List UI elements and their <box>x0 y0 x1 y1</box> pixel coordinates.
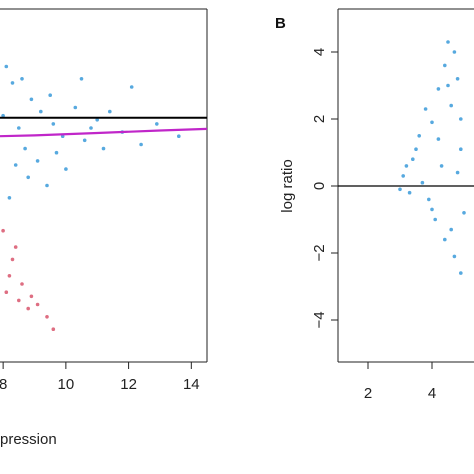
panel-a-point <box>23 146 27 151</box>
panel-b-point <box>411 157 415 161</box>
panel-a-point <box>82 138 87 143</box>
panel-a-point <box>20 282 24 286</box>
panel-a-x-axis-title: pression <box>0 431 57 448</box>
panel-b-point <box>423 107 428 111</box>
panel-a-point <box>45 315 49 319</box>
panel-a-point <box>4 64 9 69</box>
panel-a-point <box>13 245 18 249</box>
panel-b-point <box>459 117 463 121</box>
panel-b-point <box>443 237 447 242</box>
panel-a-x-ticks: 8 10 12 14 <box>0 362 200 393</box>
panel-a-point <box>26 175 31 180</box>
panel-a-x-tick-label: 12 <box>120 376 137 393</box>
panel-b-y-axis-title: log ratio <box>279 159 296 212</box>
panel-a-point <box>51 122 56 126</box>
panel-a-point <box>39 109 43 114</box>
panel-a-point <box>51 327 56 332</box>
panel-b-point <box>452 254 457 259</box>
panel-a-point <box>17 298 21 303</box>
panel-a-point <box>95 118 99 122</box>
panel-a-x-tick-label: 10 <box>58 376 75 393</box>
panel-b-point <box>417 134 422 138</box>
panel-b-point <box>433 217 438 222</box>
panel-b-point <box>427 197 431 202</box>
panel-b-point <box>462 211 466 215</box>
panel-a-point <box>89 126 93 130</box>
panel-a-point <box>1 113 5 118</box>
panel-a-x-tick-label: 14 <box>183 376 200 393</box>
panel-b-point <box>459 147 463 151</box>
panel-b-x-tick-label: 4 <box>428 385 436 402</box>
panel-a-fit-curve <box>0 127 208 138</box>
panel-b-y-tick-label: −2 <box>311 244 328 261</box>
panel-b-points <box>398 40 466 275</box>
panel-a-point <box>48 93 52 97</box>
panel-b-point <box>439 164 444 168</box>
panel-b-point <box>414 147 418 151</box>
panel-a-point <box>4 290 9 295</box>
panel-a-point <box>7 274 12 278</box>
panel-a-point <box>101 146 106 151</box>
panel-b-point <box>436 87 441 91</box>
panel-a-point <box>177 134 181 138</box>
panel-b-point <box>449 227 454 232</box>
panel-b-x-tick-label: 2 <box>364 385 372 402</box>
panel-b-point <box>443 63 447 68</box>
panel-b-y-tick-label: −4 <box>311 311 328 328</box>
panel-a-point <box>13 163 18 167</box>
panel-a-point <box>155 122 159 126</box>
panel-a-point <box>20 77 24 81</box>
panel-a-x-tick-label: 8 <box>0 376 7 393</box>
panel-b-point <box>446 83 450 88</box>
panel-a-point <box>10 81 15 85</box>
panel-b-point <box>455 170 460 175</box>
panel-b-point <box>449 103 454 108</box>
panel-a-point <box>79 77 84 81</box>
panel-b-point <box>404 164 409 168</box>
panel-b-y-tick-label: 4 <box>311 48 328 56</box>
panel-b-y-tick-label: 2 <box>311 115 328 123</box>
panel-a-point <box>29 97 34 102</box>
panel-b-point <box>398 187 402 192</box>
panel-b-point <box>455 77 460 81</box>
panel-a-points <box>1 64 181 332</box>
panel-b-point <box>420 180 425 185</box>
panel-b-point <box>401 174 406 178</box>
panel-a-point <box>64 167 68 171</box>
panel-a-point <box>54 150 59 155</box>
panel-b-point <box>436 137 441 141</box>
panel-a-point <box>1 228 5 233</box>
panel-b-y-ticks: −4 −2 0 2 4 <box>311 48 338 329</box>
panel-a-point <box>7 196 12 200</box>
panel-b-point <box>459 271 463 275</box>
panel-b-point <box>452 50 457 54</box>
panel-a-point <box>17 126 21 130</box>
panel-a-point <box>10 257 15 262</box>
panel-b-label: B <box>275 15 286 32</box>
panel-a: 8 10 12 14 pression <box>0 8 208 448</box>
panel-a-point <box>129 85 134 89</box>
panel-a-point <box>108 109 112 114</box>
panel-b-point <box>446 40 450 44</box>
panel-a-point <box>35 159 40 163</box>
panel-b-point <box>430 207 434 212</box>
panel-a-point <box>35 302 40 307</box>
panel-a-point <box>139 142 143 147</box>
panel-b-point <box>407 190 412 195</box>
panel-a-point <box>29 294 34 299</box>
panel-a-point <box>26 306 31 311</box>
panel-b-y-tick-label: 0 <box>311 182 328 190</box>
panel-b-point <box>430 120 434 125</box>
panel-a-point <box>73 105 78 110</box>
panel-a-point <box>45 183 49 188</box>
